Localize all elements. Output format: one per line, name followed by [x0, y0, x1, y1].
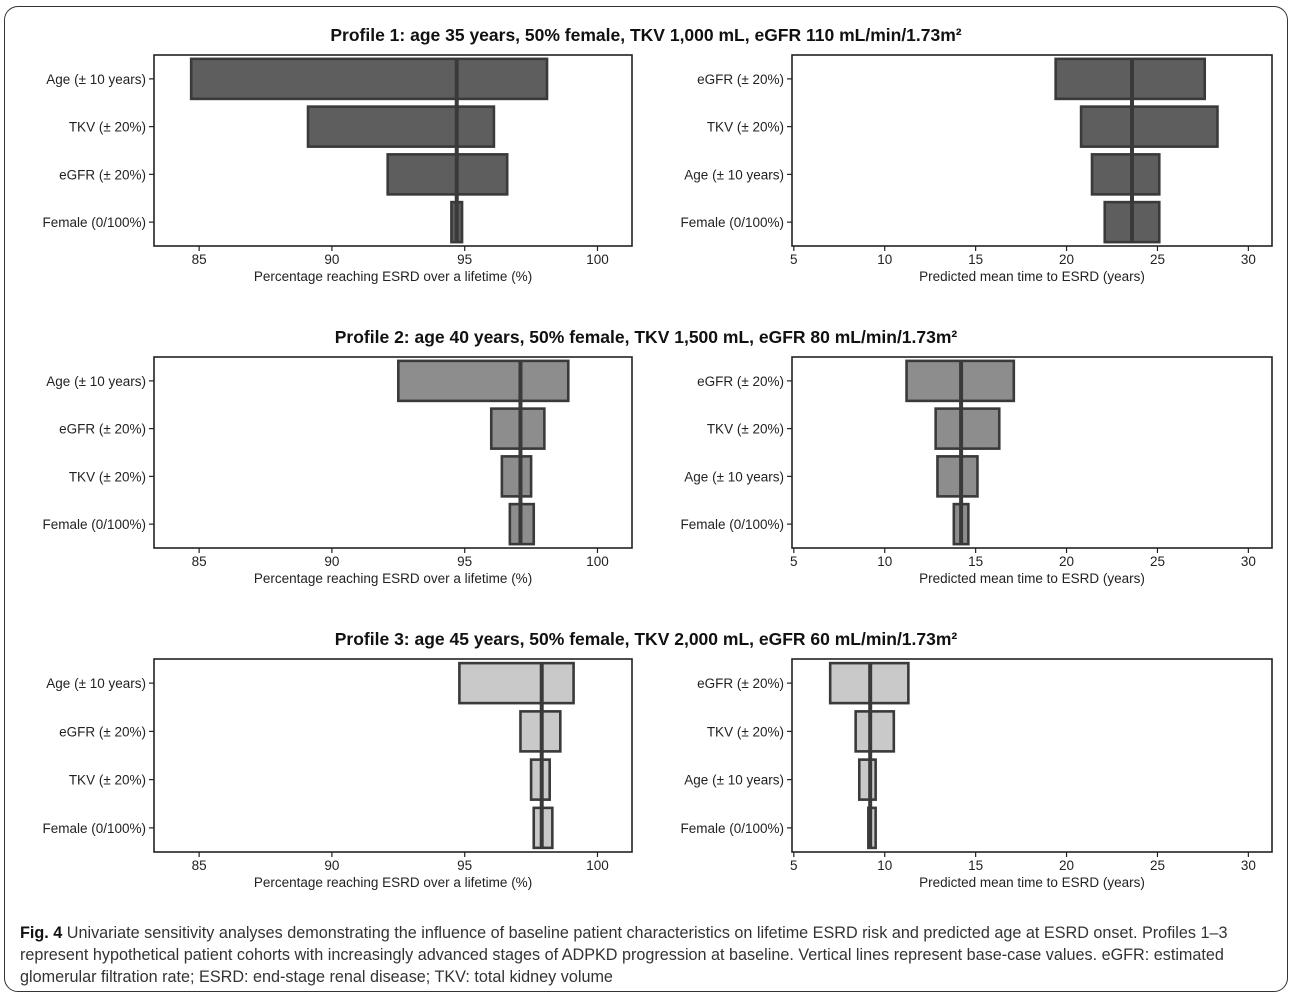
profile1-percent-x-tick-label: 100 — [586, 252, 609, 267]
profile2-percent-category-label: Female (0/100%) — [42, 517, 146, 532]
tornado-charts: Profile 1: age 35 years, 50% female, TKV… — [42, 25, 1273, 890]
profile2-time-bar — [934, 407, 1001, 450]
profile1-percent-bar — [386, 153, 509, 196]
profile3-percent-panel-frame — [153, 658, 633, 853]
profile2-time-panel-frame — [791, 356, 1273, 549]
profile2-time-x-tick-label: 20 — [1059, 554, 1074, 569]
profile1-time-x-tick-label: 15 — [968, 252, 983, 267]
profile3-time-x-tick-label: 20 — [1059, 858, 1074, 873]
profile1-time-x-tick-label: 25 — [1150, 252, 1165, 267]
profile3-time-x-tick-label: 15 — [968, 858, 983, 873]
profile2-percent-x-tick-label: 100 — [586, 554, 609, 569]
profile2-time-x-tick-label: 10 — [877, 554, 892, 569]
profile-title: Profile 2: age 40 years, 50% female, TKV… — [335, 327, 958, 347]
profile1-time-x-tick-label: 20 — [1059, 252, 1074, 267]
profile3-time-category-label: TKV (± 20%) — [707, 724, 784, 739]
profile1-percent-bar — [306, 105, 496, 148]
profile2-percent-panel-frame — [153, 356, 633, 549]
profile3-time-x-tick-label: 5 — [790, 858, 798, 873]
profile2-percent-bar — [500, 455, 533, 498]
profile3-percent-category-label: Female (0/100%) — [42, 821, 146, 836]
profile1-percent-bar — [189, 57, 549, 101]
profile2-percent-bar — [489, 407, 546, 450]
profile3-percent-x-tick-label: 100 — [586, 858, 609, 873]
profile3-percent-category-label: TKV (± 20%) — [69, 773, 146, 788]
profile3-time-x-tick-label: 30 — [1241, 858, 1256, 873]
profile1-percent-category-label: Female (0/100%) — [42, 215, 146, 230]
profile3-percent-x-tick-label: 95 — [457, 858, 472, 873]
profile1-time-x-axis-label: Predicted mean time to ESRD (years) — [919, 269, 1145, 284]
profile2-time-x-tick-label: 15 — [968, 554, 983, 569]
profile2-percent-x-tick-label: 90 — [324, 554, 339, 569]
profile1-percent-category-label: Age (± 10 years) — [46, 72, 146, 87]
profile1-percent-category-label: TKV (± 20%) — [69, 120, 146, 135]
profile2-percent-category-label: TKV (± 20%) — [69, 469, 146, 484]
profile2-percent-x-tick-label: 95 — [457, 554, 472, 569]
profile2-time-category-label: Female (0/100%) — [680, 517, 784, 532]
profile2-percent-category-label: Age (± 10 years) — [46, 374, 146, 389]
profile1-time-bar — [1090, 153, 1161, 196]
profile1-percent-x-axis-label: Percentage reaching ESRD over a lifetime… — [254, 269, 532, 284]
profile2-time-x-tick-label: 5 — [790, 554, 798, 569]
profile3-percent-x-tick-label: 90 — [324, 858, 339, 873]
profile3-time-category-label: Female (0/100%) — [680, 821, 784, 836]
profile2-time-bar — [936, 455, 979, 498]
profile1-time-category-label: eGFR (± 20%) — [697, 72, 784, 87]
profile3-time-bar — [857, 758, 877, 801]
profile-title: Profile 1: age 35 years, 50% female, TKV… — [330, 25, 961, 45]
profile3-percent-x-tick-label: 85 — [192, 858, 207, 873]
profile2-percent-x-tick-label: 85 — [192, 554, 207, 569]
profile3-time-category-label: eGFR (± 20%) — [697, 676, 784, 691]
profile3-percent-x-axis-label: Percentage reaching ESRD over a lifetime… — [254, 875, 532, 890]
profile3-percent-category-label: Age (± 10 years) — [46, 676, 146, 691]
profile3-time-x-tick-label: 10 — [877, 858, 892, 873]
profile2-percent-x-axis-label: Percentage reaching ESRD over a lifetime… — [254, 571, 532, 586]
caption-text: Univariate sensitivity analyses demonstr… — [20, 924, 1228, 986]
profile2-time-x-tick-label: 25 — [1150, 554, 1165, 569]
caption-label: Fig. 4 — [20, 924, 63, 942]
profile-title: Profile 3: age 45 years, 50% female, TKV… — [335, 629, 958, 649]
profile2-percent-bar — [397, 359, 570, 403]
profile1-time-x-tick-label: 5 — [790, 252, 798, 267]
profile3-percent-category-label: eGFR (± 20%) — [59, 724, 146, 739]
profile1-percent-x-tick-label: 90 — [324, 252, 339, 267]
profile3-time-category-label: Age (± 10 years) — [684, 773, 784, 788]
profile1-time-bar — [1079, 105, 1219, 148]
profile2-percent-category-label: eGFR (± 20%) — [59, 422, 146, 437]
profile3-time-x-axis-label: Predicted mean time to ESRD (years) — [919, 875, 1145, 890]
profile1-time-panel-frame — [791, 54, 1273, 247]
profile1-percent-x-tick-label: 85 — [192, 252, 207, 267]
profile2-time-category-label: TKV (± 20%) — [707, 422, 784, 437]
profile1-time-category-label: Female (0/100%) — [680, 215, 784, 230]
profile2-time-x-axis-label: Predicted mean time to ESRD (years) — [919, 571, 1145, 586]
profile3-percent-bar — [458, 661, 575, 705]
profile1-time-x-tick-label: 10 — [877, 252, 892, 267]
profile1-time-x-tick-label: 30 — [1241, 252, 1256, 267]
figure-border — [4, 6, 1288, 992]
profile3-time-panel-frame — [791, 658, 1273, 853]
profile1-percent-x-tick-label: 95 — [457, 252, 472, 267]
figure-caption: Fig. 4 Univariate sensitivity analyses d… — [20, 922, 1278, 988]
profile1-percent-category-label: eGFR (± 20%) — [59, 167, 146, 182]
profile1-time-category-label: TKV (± 20%) — [707, 120, 784, 135]
profile3-time-x-tick-label: 25 — [1150, 858, 1165, 873]
profile2-time-x-tick-label: 30 — [1241, 554, 1256, 569]
profile1-time-category-label: Age (± 10 years) — [684, 167, 784, 182]
profile1-percent-panel-frame — [153, 54, 633, 247]
profile2-time-category-label: eGFR (± 20%) — [697, 374, 784, 389]
profile2-time-category-label: Age (± 10 years) — [684, 469, 784, 484]
profile3-time-bar — [854, 710, 896, 753]
